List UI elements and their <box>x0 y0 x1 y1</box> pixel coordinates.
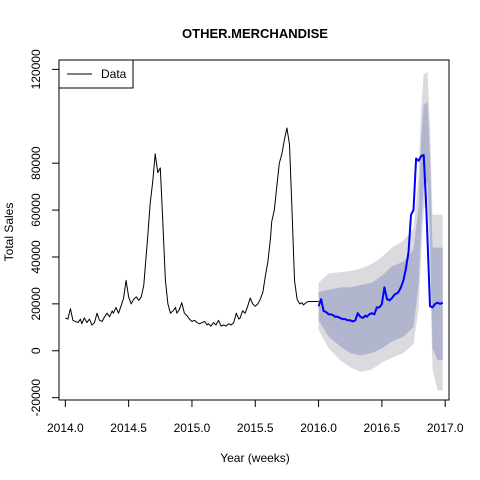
chart-title: OTHER.MERCHANDISE <box>182 26 328 41</box>
y-tick-label: 80000 <box>29 146 43 180</box>
series-line-data <box>65 127 319 327</box>
y-axis-label: Total Sales <box>2 203 16 262</box>
x-tick-label: 2015.5 <box>237 421 274 435</box>
x-tick-label: 2016.0 <box>300 421 337 435</box>
x-tick-label: 2016.5 <box>364 421 401 435</box>
y-tick-label: -20000 <box>29 379 43 417</box>
y-axis: -20000 0 20000 40000 60000 80000 120000 <box>29 49 60 417</box>
x-tick-label: 2015.0 <box>174 421 211 435</box>
x-tick-label: 2014.5 <box>110 421 147 435</box>
y-tick-label: 40000 <box>29 240 43 274</box>
y-tick-label: 60000 <box>29 193 43 227</box>
y-tick-label: 0 <box>29 347 43 354</box>
x-axis: 2014.0 2014.5 2015.0 2015.5 2016.0 2016.5 2017… <box>47 399 464 435</box>
series-lines <box>65 127 444 327</box>
y-tick-label: 20000 <box>29 287 43 321</box>
series-line-forecast <box>317 154 444 323</box>
band-80 <box>318 102 443 361</box>
legend-label-data: Data <box>101 67 127 81</box>
prediction-bands <box>318 71 443 391</box>
y-tick-label: 120000 <box>29 49 43 89</box>
x-axis-label: Year (weeks) <box>220 451 290 465</box>
legend: Data <box>58 59 134 89</box>
x-tick-label: 2017.0 <box>427 421 464 435</box>
x-tick-label: 2014.0 <box>47 421 84 435</box>
